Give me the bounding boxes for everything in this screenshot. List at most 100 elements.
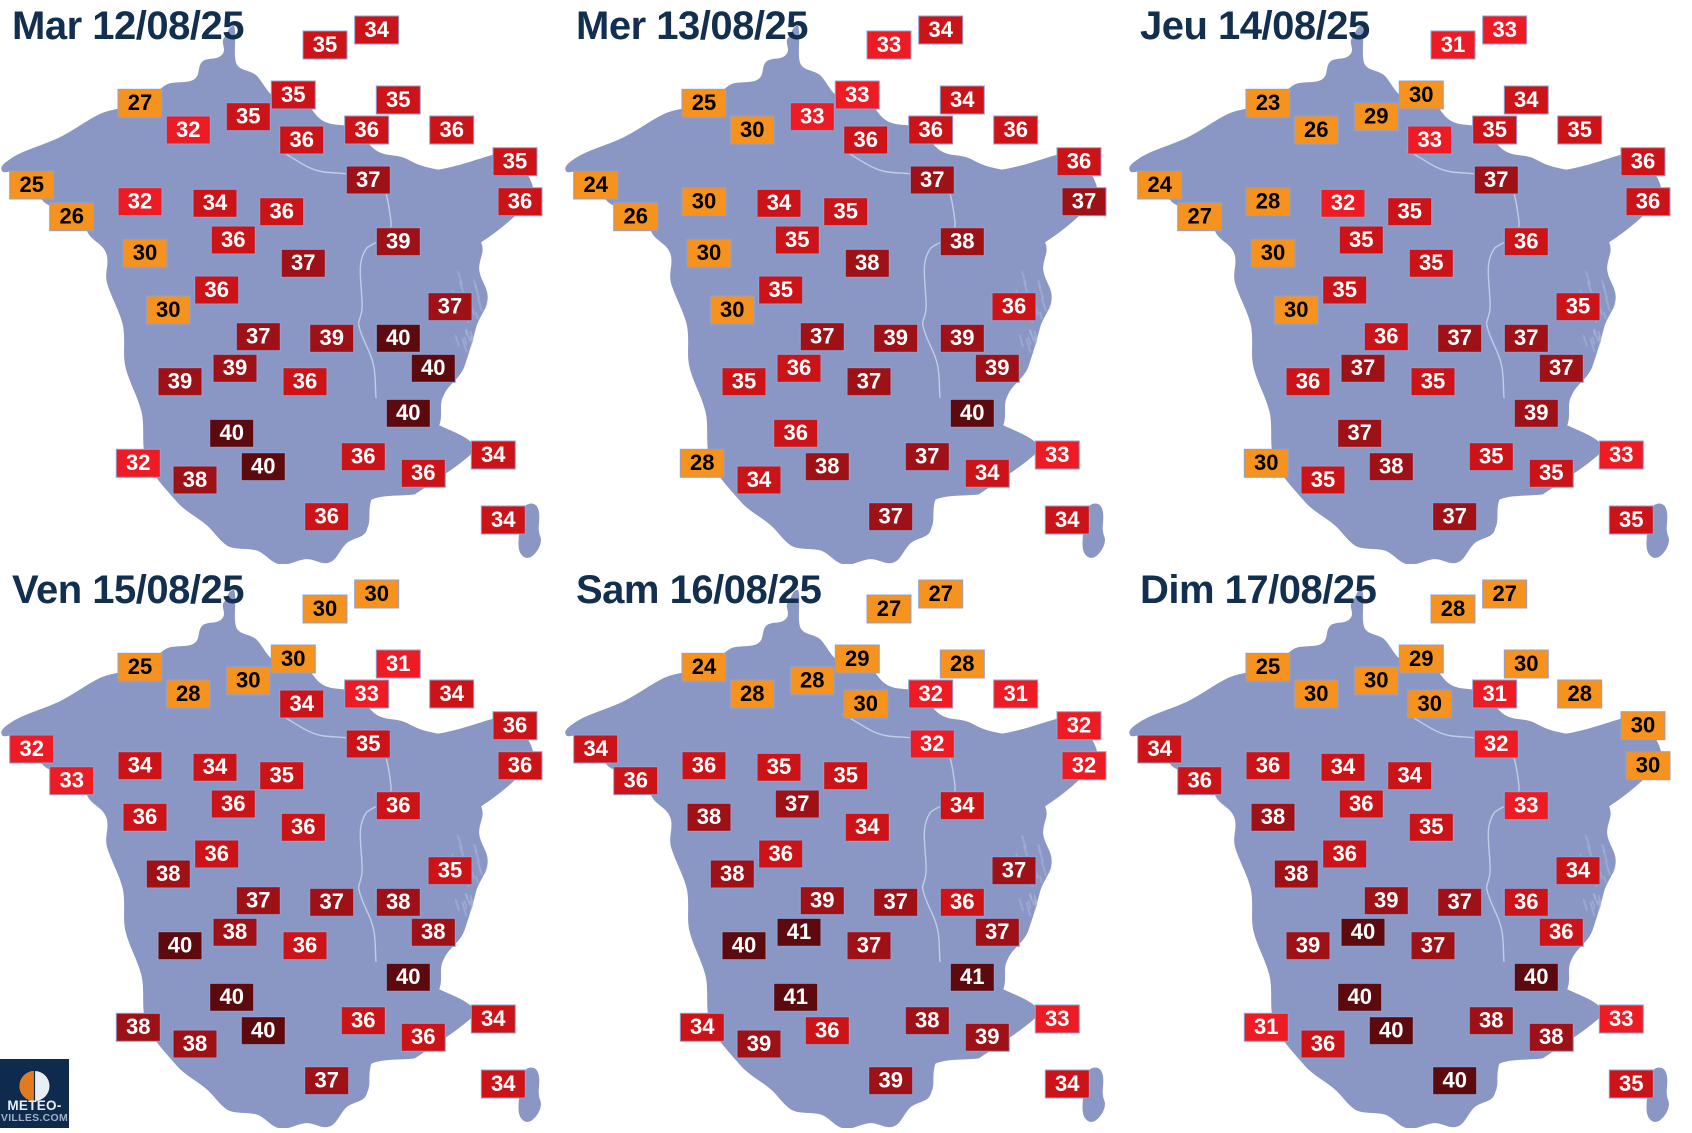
svg-text:32: 32 [126,450,150,475]
svg-text:36: 36 [351,444,375,469]
svg-text:34: 34 [1331,754,1356,779]
svg-text:37: 37 [920,167,944,192]
svg-text:30: 30 [1304,681,1328,706]
svg-text:37: 37 [1347,420,1371,445]
svg-text:34: 34 [747,467,772,492]
svg-text:37: 37 [878,504,902,529]
svg-text:35: 35 [356,731,380,756]
svg-text:38: 38 [720,861,744,886]
svg-text:37: 37 [438,294,462,319]
svg-text:30: 30 [156,297,180,322]
svg-text:29: 29 [845,646,869,671]
svg-text:30: 30 [692,189,716,214]
svg-text:37: 37 [1447,325,1471,350]
svg-text:32: 32 [19,736,43,761]
svg-text:35: 35 [236,104,260,129]
svg-text:38: 38 [183,1031,207,1056]
svg-text:33: 33 [1609,1006,1633,1031]
svg-text:30: 30 [1514,651,1538,676]
svg-text:27: 27 [128,90,152,115]
svg-text:36: 36 [1002,294,1026,319]
svg-text:37: 37 [319,889,343,914]
svg-text:37: 37 [1002,858,1026,883]
svg-text:39: 39 [1296,933,1320,958]
svg-text:33: 33 [845,82,869,107]
svg-text:36: 36 [918,117,942,142]
svg-text:37: 37 [985,919,1009,944]
svg-text:38: 38 [915,1008,939,1033]
svg-text:36: 36 [1003,117,1027,142]
svg-text:24: 24 [692,654,717,679]
svg-text:36: 36 [787,355,811,380]
svg-text:33: 33 [1417,127,1441,152]
svg-text:38: 38 [697,804,721,829]
svg-text:33: 33 [1514,793,1538,818]
svg-text:36: 36 [1514,889,1538,914]
svg-text:38: 38 [386,889,410,914]
svg-text:34: 34 [364,17,389,42]
svg-text:32: 32 [920,731,944,756]
svg-text:38: 38 [1284,861,1308,886]
svg-text:25: 25 [19,172,43,197]
svg-text:40: 40 [251,454,275,479]
svg-text:34: 34 [583,736,608,761]
svg-text:36: 36 [1067,149,1091,174]
svg-text:35: 35 [1619,1071,1643,1096]
svg-text:40: 40 [219,984,243,1009]
svg-text:36: 36 [269,199,293,224]
svg-text:34: 34 [1397,763,1422,788]
svg-text:34: 34 [1566,858,1591,883]
svg-text:38: 38 [950,229,974,254]
svg-text:34: 34 [128,753,153,778]
svg-text:40: 40 [732,933,756,958]
svg-text:35: 35 [1482,117,1506,142]
svg-text:26: 26 [1304,117,1328,142]
svg-text:40: 40 [396,400,420,425]
svg-text:40: 40 [421,355,445,380]
svg-text:39: 39 [1374,888,1398,913]
svg-text:36: 36 [1256,753,1280,778]
svg-text:39: 39 [810,888,834,913]
svg-text:38: 38 [855,250,879,275]
svg-text:31: 31 [1441,32,1465,57]
svg-text:36: 36 [692,753,716,778]
svg-text:37: 37 [1484,167,1508,192]
svg-text:37: 37 [314,1068,338,1093]
svg-text:27: 27 [1187,204,1211,229]
svg-text:33: 33 [1045,1006,1069,1031]
svg-text:39: 39 [975,1024,999,1049]
svg-text:36: 36 [508,189,532,214]
svg-text:38: 38 [1539,1024,1563,1049]
svg-text:34: 34 [1147,736,1172,761]
svg-text:35: 35 [785,227,809,252]
svg-text:31: 31 [1254,1014,1278,1039]
svg-text:35: 35 [1311,467,1335,492]
svg-text:36: 36 [439,117,463,142]
svg-text:37: 37 [1351,355,1375,380]
svg-text:37: 37 [883,889,907,914]
svg-text:33: 33 [1609,442,1633,467]
svg-text:34: 34 [491,507,516,532]
svg-text:38: 38 [1379,454,1403,479]
svg-text:40: 40 [960,400,984,425]
svg-text:35: 35 [281,82,305,107]
svg-text:34: 34 [491,1071,516,1096]
svg-text:39: 39 [1524,400,1548,425]
svg-text:36: 36 [768,841,792,866]
svg-text:35: 35 [1419,250,1443,275]
svg-text:35: 35 [1567,117,1591,142]
svg-text:36: 36 [1549,919,1573,944]
svg-text:30: 30 [740,117,764,142]
svg-text:33: 33 [1492,17,1516,42]
svg-text:35: 35 [503,149,527,174]
svg-text:37: 37 [915,444,939,469]
svg-text:39: 39 [223,355,247,380]
svg-text:34: 34 [439,681,464,706]
svg-text:37: 37 [1442,504,1466,529]
svg-text:39: 39 [950,325,974,350]
svg-text:38: 38 [126,1014,150,1039]
svg-text:36: 36 [815,1018,839,1043]
svg-text:34: 34 [481,1006,506,1031]
svg-text:VILLES.COM: VILLES.COM [1,1112,68,1124]
svg-text:36: 36 [1374,324,1398,349]
